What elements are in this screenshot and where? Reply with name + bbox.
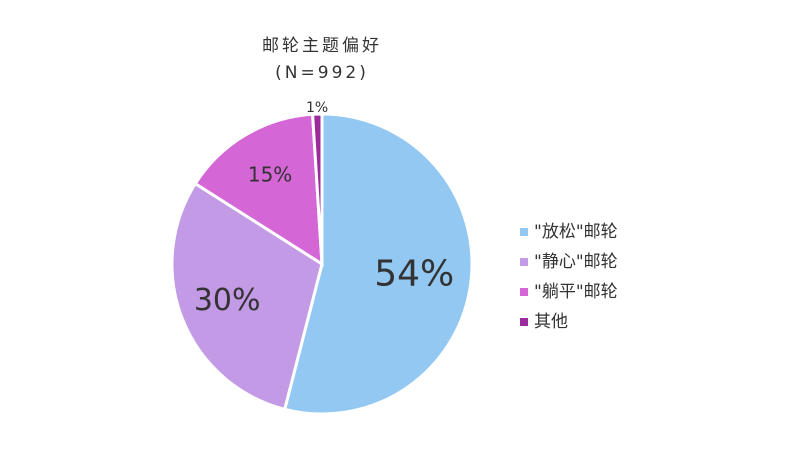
chart-title: 邮轮主题偏好 [262,36,382,56]
pie-slice [170,181,324,412]
data-label: 54% [374,254,454,295]
legend-label: "静心"邮轮 [534,252,618,272]
pie-slice [193,112,324,267]
pie-slice [282,112,474,416]
legend-marker [520,318,528,326]
legend-label: "躺平"邮轮 [534,282,618,302]
data-label: 30% [194,283,261,318]
legend-marker [520,288,528,296]
chart-subtitle: (N=992) [275,63,369,83]
legend-label: "放松"邮轮 [534,222,618,242]
legend-label: 其他 [534,312,568,332]
legend-marker [520,228,528,236]
legend-marker [520,258,528,266]
data-label: 15% [248,163,292,187]
data-label: 1% [306,100,328,116]
pie-slice [310,112,324,265]
